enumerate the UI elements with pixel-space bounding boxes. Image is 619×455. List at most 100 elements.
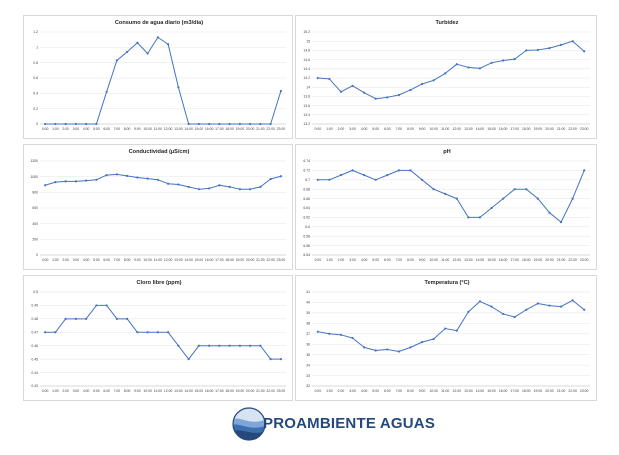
data-point xyxy=(444,327,447,330)
data-point xyxy=(146,52,149,55)
x-tick-label: 7:00 xyxy=(396,389,403,393)
data-point xyxy=(420,341,424,344)
data-point xyxy=(374,97,377,100)
y-tick-label: 200 xyxy=(32,238,38,242)
data-point xyxy=(339,333,343,336)
x-tick-label: 17:00 xyxy=(215,127,224,131)
x-tick-label: 9:00 xyxy=(134,127,141,131)
x-tick-label: 21:00 xyxy=(256,389,265,393)
x-tick-label: 18:00 xyxy=(522,127,531,131)
x-tick-label: 0:00 xyxy=(42,258,49,262)
y-tick-label: 0 xyxy=(36,122,38,126)
x-tick-label: 20:00 xyxy=(545,389,554,393)
series-line xyxy=(45,304,281,360)
x-tick-label: 3:00 xyxy=(349,258,356,262)
data-point xyxy=(259,122,262,126)
data-point xyxy=(44,331,47,334)
x-tick-label: 5:00 xyxy=(372,127,379,131)
y-tick-label: 600 xyxy=(32,206,38,210)
data-point xyxy=(115,173,118,176)
x-tick-label: 4:00 xyxy=(83,127,90,131)
data-point xyxy=(559,305,563,308)
chart-svg-turbidez: Turbidez 13.2 13.4 13.6 13.8 14 14.2 14.4 14.6 14… xyxy=(303,20,590,131)
series-line xyxy=(317,169,585,223)
y-tick-label: 0.6 xyxy=(33,76,38,80)
x-tick-label: 9:00 xyxy=(134,389,141,393)
series-line xyxy=(317,40,585,100)
x-tick-label: 4:00 xyxy=(361,258,368,262)
chart-panel-consumo: Consumo de agua diario (m3/día) 0 0.2 0.4 0.… xyxy=(23,15,293,139)
chart-title: pH xyxy=(443,149,450,155)
data-point xyxy=(513,188,516,191)
x-tick-label: 16:00 xyxy=(205,127,214,131)
y-tick-label: 15 xyxy=(306,39,310,43)
data-point xyxy=(363,174,366,177)
chart-panel-temperatura: Temperatura (°C) 32 33 34 35 36 37 38 39 40 41 0:00… xyxy=(295,275,597,401)
x-tick-label: 12:00 xyxy=(164,127,173,131)
x-tick-label: 1:00 xyxy=(326,127,333,131)
data-point xyxy=(146,331,149,334)
data-point xyxy=(444,72,447,75)
data-point xyxy=(208,187,211,190)
y-tick-label: 0.5 xyxy=(33,290,38,294)
data-point xyxy=(513,315,516,319)
x-tick-label: 12:00 xyxy=(164,258,173,262)
x-tick-label: 11:00 xyxy=(154,258,162,262)
x-tick-label: 2:00 xyxy=(338,389,345,393)
x-tick-label: 6:00 xyxy=(103,389,110,393)
x-tick-label: 23:00 xyxy=(580,258,589,262)
x-tick-label: 19:00 xyxy=(236,127,245,131)
x-tick-label: 17:00 xyxy=(510,389,519,393)
data-point xyxy=(397,169,400,172)
brand-logo: PROAMBIENTE AGUAS xyxy=(0,403,619,447)
data-point xyxy=(490,206,493,210)
data-point xyxy=(156,178,159,181)
data-point xyxy=(339,90,343,93)
y-tick-label: 41 xyxy=(306,290,310,294)
x-tick-label: 5:00 xyxy=(93,258,100,262)
x-tick-label: 14:00 xyxy=(476,389,485,393)
data-point xyxy=(432,337,435,341)
y-tick-label: 40 xyxy=(306,301,310,305)
data-point xyxy=(583,169,586,172)
x-tick-label: 15:00 xyxy=(487,127,496,131)
data-point xyxy=(95,122,98,126)
data-point xyxy=(420,178,424,181)
y-tick-label: 1.2 xyxy=(33,30,38,34)
y-tick-label: 6.66 xyxy=(303,197,310,201)
x-tick-label: 14:00 xyxy=(476,127,485,131)
x-tick-label: 22:00 xyxy=(266,127,275,131)
data-point xyxy=(177,344,180,347)
x-tick-label: 13:00 xyxy=(174,127,183,131)
y-tick-label: 6.74 xyxy=(303,159,310,163)
x-tick-label: 18:00 xyxy=(522,389,531,393)
x-tick-label: 15:00 xyxy=(195,127,204,131)
chart-title: Conductividad (µS/cm) xyxy=(129,149,190,155)
x-tick-label: 23:00 xyxy=(277,127,286,131)
x-tick-label: 16:00 xyxy=(205,389,214,393)
y-tick-label: 6.58 xyxy=(303,234,310,238)
y-tick-label: 37 xyxy=(306,332,310,336)
x-tick-label: 7:00 xyxy=(114,258,121,262)
data-point xyxy=(478,300,482,303)
data-point xyxy=(351,336,354,340)
x-tick-label: 16:00 xyxy=(499,127,508,131)
x-tick-label: 4:00 xyxy=(361,389,368,393)
x-tick-label: 21:00 xyxy=(256,127,265,131)
series-line xyxy=(317,299,585,353)
data-point xyxy=(409,346,412,349)
x-tick-label: 9:00 xyxy=(419,389,426,393)
x-tick-label: 7:00 xyxy=(396,258,403,262)
data-point xyxy=(126,50,129,54)
data-point xyxy=(74,122,77,126)
x-tick-label: 9:00 xyxy=(134,258,141,262)
data-point xyxy=(374,178,377,181)
data-point xyxy=(259,344,262,347)
x-tick-label: 22:00 xyxy=(568,389,577,393)
x-tick-label: 21:00 xyxy=(557,258,566,262)
x-tick-label: 17:00 xyxy=(215,258,224,262)
x-tick-label: 8:00 xyxy=(407,127,414,131)
x-tick-label: 14:00 xyxy=(184,389,193,393)
y-tick-label: 1000 xyxy=(30,175,38,179)
y-tick-label: 14.6 xyxy=(303,58,310,62)
